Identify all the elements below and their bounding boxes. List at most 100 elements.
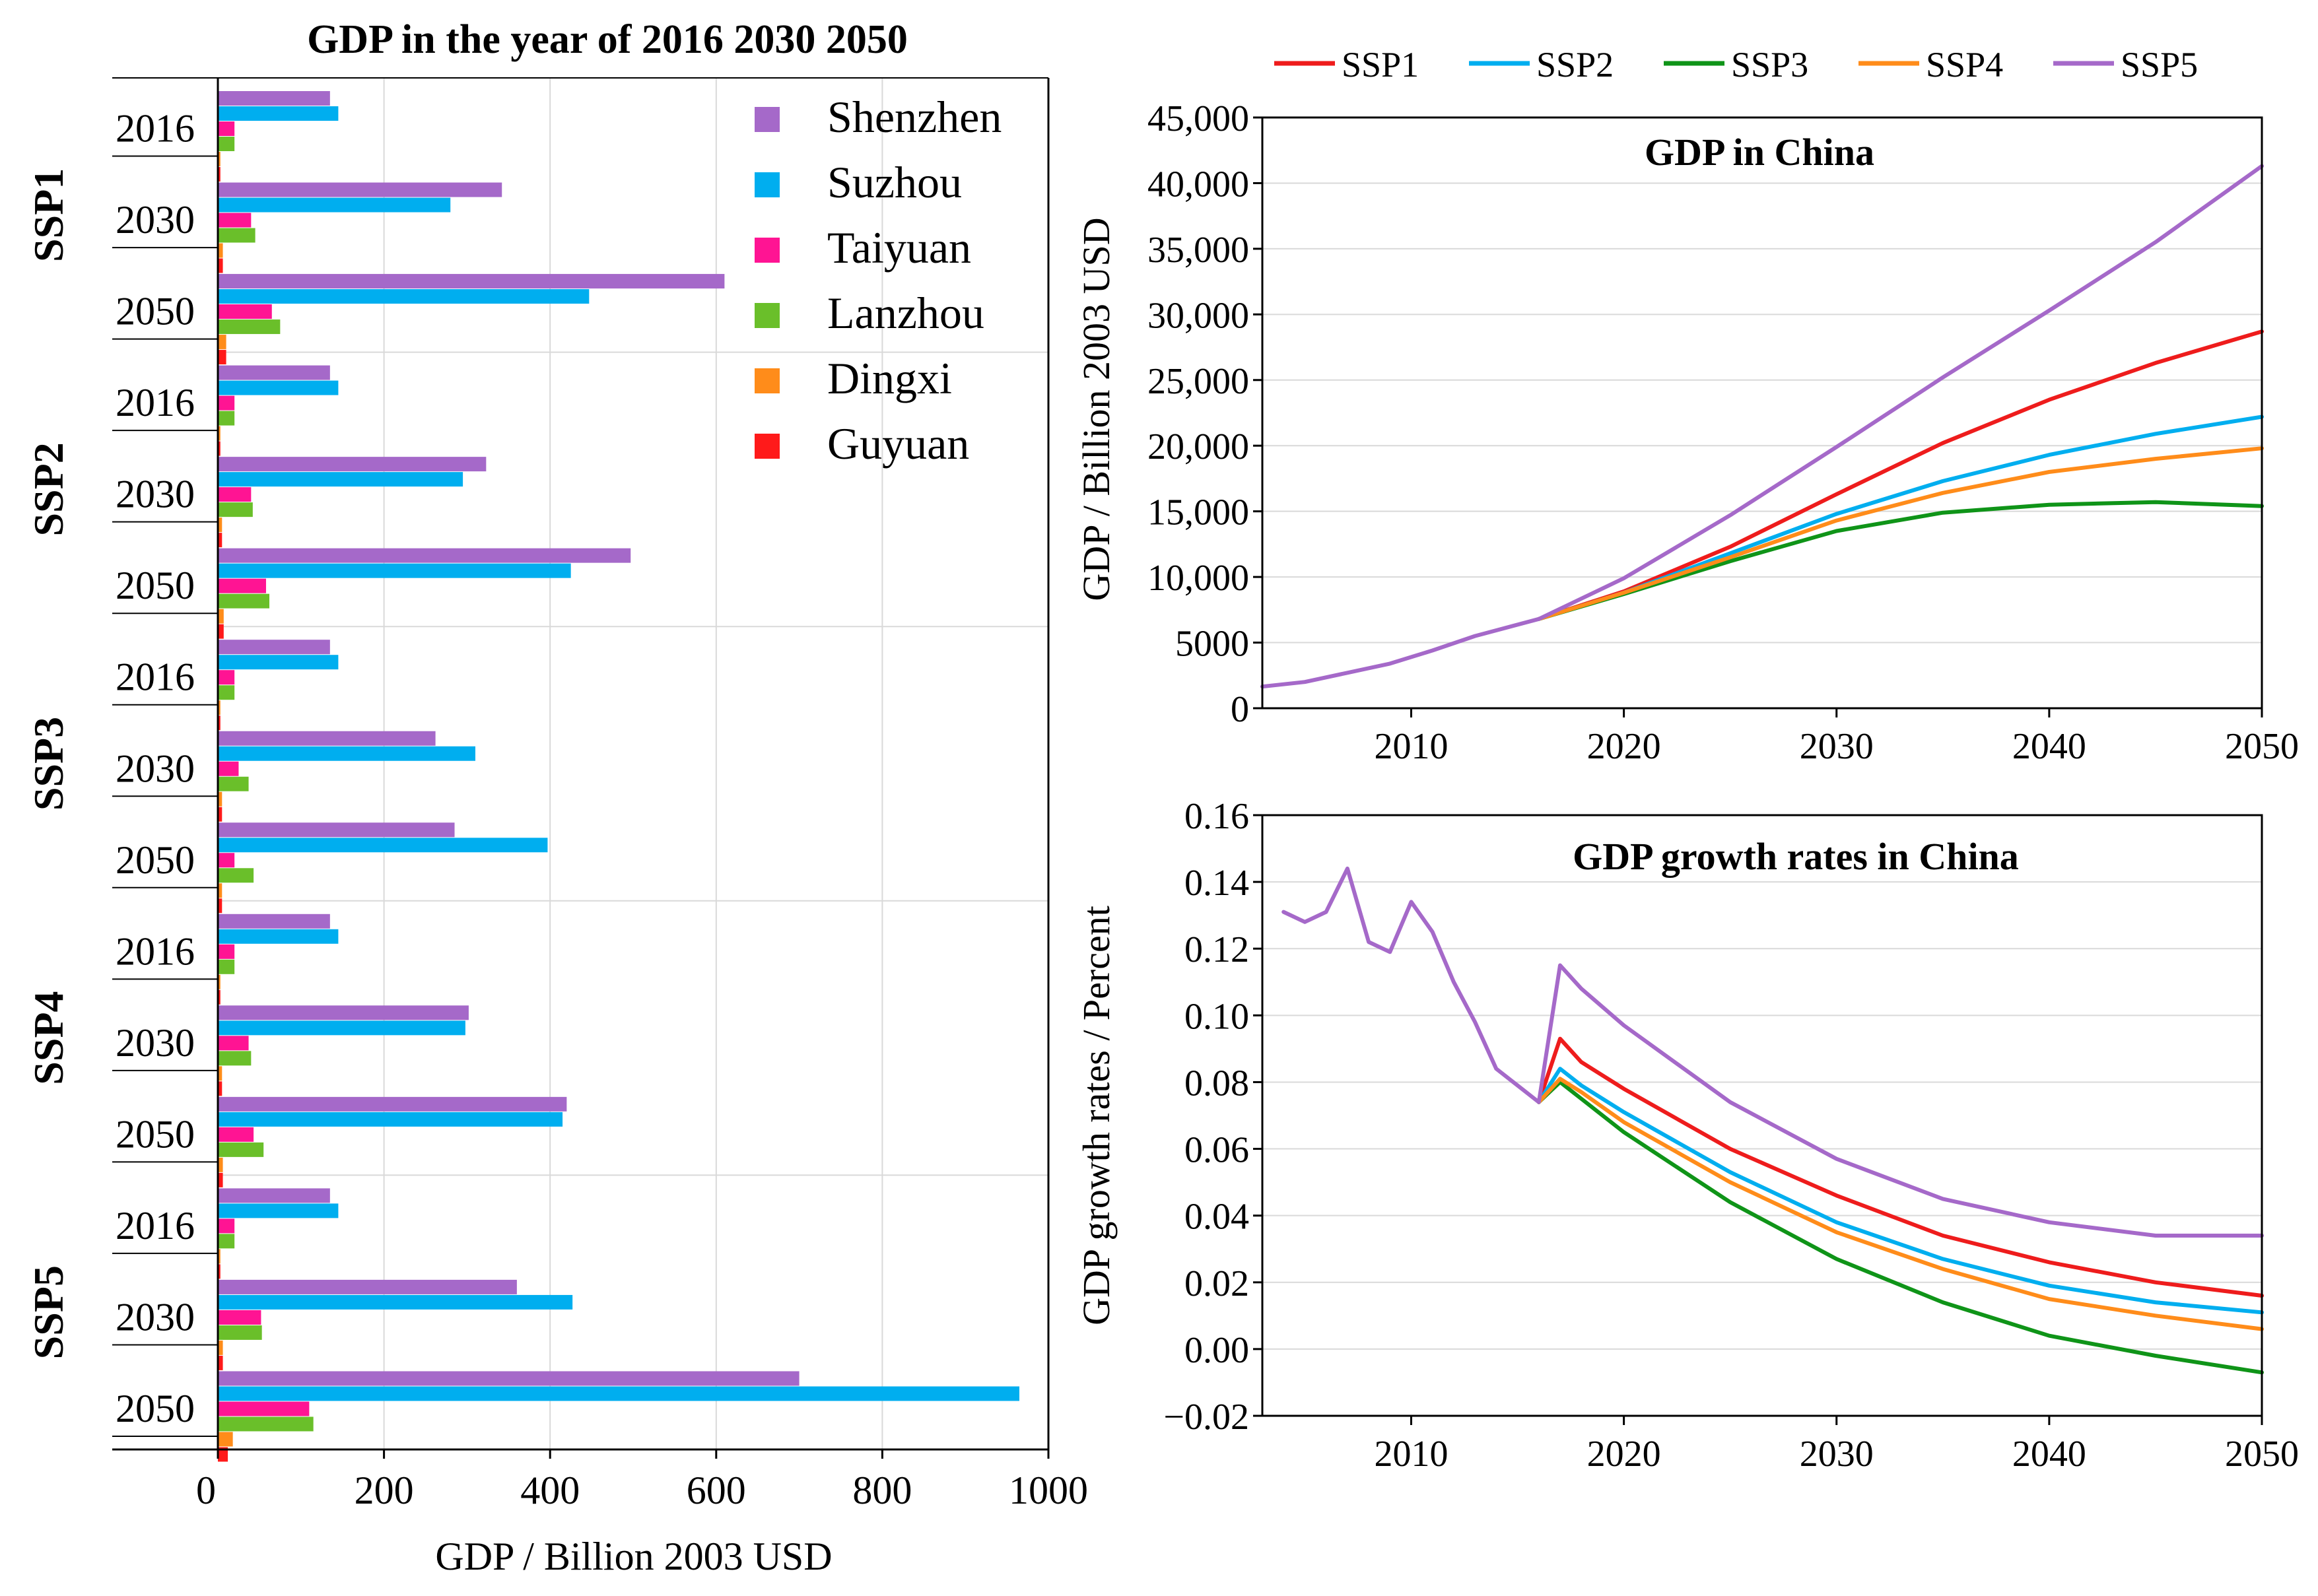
plot-frame <box>1261 116 2263 710</box>
bar-dingxi <box>218 1249 221 1264</box>
legend-swatch-dingxi <box>755 368 780 393</box>
bar-lanzhou <box>218 137 235 151</box>
bar-shenzhen <box>218 365 330 380</box>
year-label: 2030 <box>116 1021 195 1065</box>
bar-chart-x-tick-labels: 0 200 400 600 800 1000 <box>196 1449 1088 1512</box>
bar-lanzhou <box>218 1416 314 1432</box>
bar-taiyuan <box>218 487 252 502</box>
bar-suzhou <box>218 929 339 944</box>
x-tick-label: 2040 <box>2012 726 2086 767</box>
bar-suzhou <box>218 289 590 304</box>
legend-label-suzhou: Suzhou <box>827 157 962 207</box>
bar-dingxi <box>218 1340 223 1355</box>
series-line-ssp1 <box>1536 1036 2264 1298</box>
y-tick-label: 0.16 <box>1184 796 1249 837</box>
bar-chart-title: GDP in the year of 2016 2030 2050 <box>307 17 908 62</box>
bar-shenzhen <box>218 182 502 197</box>
bar-shenzhen <box>218 91 330 106</box>
bar-chart-legend: Shenzhen Suzhou Taiyuan Lanzhou Dingxi Guyuan <box>755 92 1002 469</box>
y-tick-label: 0.10 <box>1184 996 1249 1037</box>
y-tick-label: 0.04 <box>1184 1197 1249 1238</box>
legend-label-shenzhen: Shenzhen <box>827 92 1002 142</box>
legend-label-dingxi: Dingxi <box>827 353 952 403</box>
bar-guyuan <box>218 1081 222 1096</box>
x-tick-label: 2020 <box>1587 1434 1661 1475</box>
bar-lanzhou <box>218 1325 262 1340</box>
bar-guyuan <box>218 1355 223 1370</box>
bar-guyuan <box>218 715 221 731</box>
bar-suzhou <box>218 563 571 578</box>
year-label: 2016 <box>116 929 195 973</box>
year-label: 2050 <box>116 1112 195 1156</box>
bar-guyuan <box>218 441 221 456</box>
growth-chart-axes <box>1261 814 2263 1417</box>
bar-lanzhou <box>218 1234 235 1249</box>
bar-shenzhen <box>218 1188 330 1203</box>
bar-guyuan <box>218 167 221 182</box>
bar-suzhou <box>218 1294 573 1310</box>
y-tick-label: 40,000 <box>1147 164 1249 205</box>
x-tick-label: 800 <box>852 1469 912 1512</box>
bar-guyuan <box>218 350 226 365</box>
x-tick-label: 2010 <box>1374 726 1448 767</box>
bar-guyuan <box>218 898 222 914</box>
y-tick-label: 0.02 <box>1184 1263 1249 1304</box>
y-tick-label: 30,000 <box>1147 295 1249 336</box>
series-line-ssp3 <box>1536 1080 2264 1375</box>
series-line-ssp1 <box>1536 329 2264 621</box>
gdp-line-chart-panel: SSP1 SSP2 SSP3 SSP4 SSP5 0 5000 10,000 15,000 20… <box>1075 45 2299 767</box>
bar-suzhou <box>218 1112 563 1127</box>
bar-shenzhen <box>218 274 725 289</box>
scenario-label: SSP4 <box>25 991 72 1084</box>
x-tick-label: 2050 <box>2225 726 2299 767</box>
legend-label-ssp2: SSP2 <box>1536 45 1614 84</box>
bar-taiyuan <box>218 304 272 319</box>
bar-taiyuan <box>218 213 252 228</box>
bar-chart-axes <box>112 77 1050 1451</box>
x-tick-label: 1000 <box>1009 1469 1088 1512</box>
year-label: 2016 <box>116 381 195 424</box>
bar-dingxi <box>218 1066 222 1081</box>
y-tick-label: 0.14 <box>1184 863 1249 904</box>
bar-taiyuan <box>218 853 235 868</box>
bar-taiyuan <box>218 121 235 136</box>
bar-dingxi <box>218 974 221 989</box>
bar-dingxi <box>218 1157 223 1172</box>
series-line-ssp5 <box>1260 164 2264 689</box>
y-tick-label: 15,000 <box>1147 492 1249 533</box>
bar-dingxi <box>218 335 226 350</box>
legend-label-ssp5: SSP5 <box>2121 45 2198 84</box>
year-label: 2030 <box>116 198 195 242</box>
bar-lanzhou <box>218 1051 252 1066</box>
bar-guyuan <box>218 1264 221 1279</box>
bar-dingxi <box>218 517 222 533</box>
x-tick-label: 400 <box>520 1469 580 1512</box>
legend-label-ssp1: SSP1 <box>1342 45 1419 84</box>
bar-taiyuan <box>218 578 266 593</box>
bar-taiyuan <box>218 944 235 959</box>
bar-lanzhou <box>218 959 235 974</box>
scenario-label: SSP1 <box>25 168 72 262</box>
bar-dingxi <box>218 152 221 166</box>
bar-chart-category-labels: SSP1 2016 2030 2050 SSP2 2016 2030 2050 SSP3 2016… <box>25 107 195 1430</box>
bar-suzhou <box>218 380 339 395</box>
legend-swatch-taiyuan <box>755 238 780 263</box>
bar-lanzhou <box>218 411 235 426</box>
y-tick-label: 20,000 <box>1147 426 1249 467</box>
bar-chart-x-axis-label: GDP / Billion 2003 USD <box>435 1535 832 1578</box>
growth-chart-y-axis-label: GDP growth rates / Percent <box>1075 906 1118 1325</box>
bar-suzhou <box>218 746 475 761</box>
bar-dingxi <box>218 700 221 715</box>
legend-swatch-lanzhou <box>755 303 780 328</box>
bar-lanzhou <box>218 685 235 700</box>
bar-shenzhen <box>218 640 330 655</box>
x-tick-label: 2030 <box>1800 1434 1874 1475</box>
series-line-ssp4 <box>1536 446 2264 621</box>
bar-lanzhou <box>218 593 269 609</box>
bar-shenzhen <box>218 731 436 746</box>
bar-dingxi <box>218 243 223 258</box>
bar-lanzhou <box>218 319 281 335</box>
bar-suzhou <box>218 1020 465 1036</box>
year-label: 2016 <box>116 1204 195 1247</box>
